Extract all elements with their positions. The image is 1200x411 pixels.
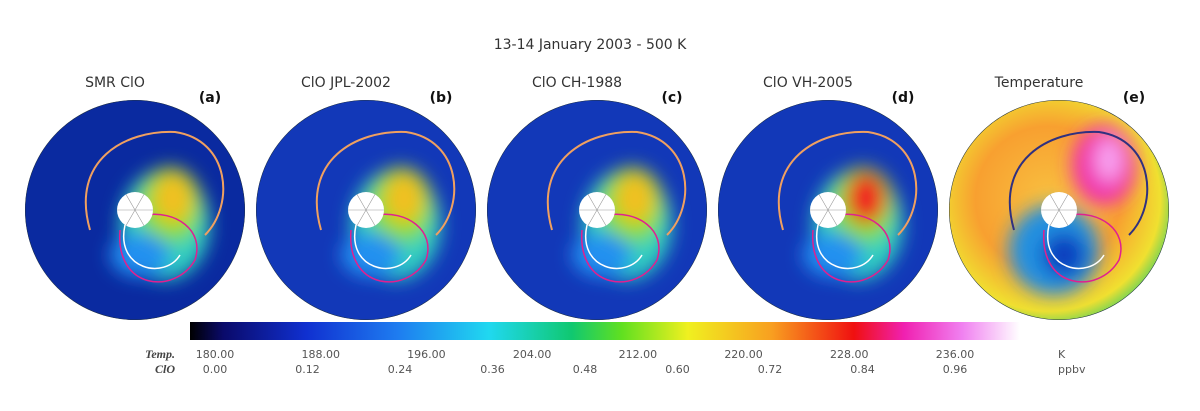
colorbar-tick-label: 228.00 — [830, 348, 869, 361]
meridian — [587, 209, 598, 226]
polar-map — [718, 100, 938, 320]
colorbar-tick-label: 0.48 — [573, 363, 598, 376]
colorbar-tick-label: 0.00 — [203, 363, 228, 376]
pv-contour — [119, 213, 198, 283]
meridian — [818, 209, 829, 226]
meridian — [365, 194, 376, 211]
panel-label: (b) — [430, 90, 453, 106]
panel-title: SMR ClO — [85, 75, 145, 91]
vortex-edge — [84, 130, 225, 236]
meridian — [1058, 209, 1069, 226]
meridian — [1049, 209, 1060, 226]
panel-label: (d) — [892, 90, 915, 106]
temp-contour — [122, 224, 181, 270]
clo-region — [384, 172, 424, 224]
vortex-edge — [777, 130, 918, 236]
colorbar — [190, 322, 1020, 340]
row-name: Temp. — [145, 347, 175, 361]
temp-contour — [1046, 224, 1105, 270]
temp-contour — [584, 224, 643, 270]
colorbar-tick-label: 0.84 — [850, 363, 875, 376]
colorbar-tick-label: 196.00 — [407, 348, 446, 361]
colorbar-tick-label: 0.60 — [665, 363, 690, 376]
clo-region — [153, 172, 193, 224]
figure-title: 13-14 January 2003 - 500 K — [494, 37, 687, 53]
meridian — [596, 209, 607, 226]
colorbar-tick-label: 0.96 — [943, 363, 968, 376]
clo-region — [615, 172, 655, 224]
meridian — [827, 194, 838, 211]
meridian — [827, 209, 838, 226]
panel-title: ClO VH-2005 — [763, 75, 853, 91]
meridian — [596, 194, 607, 211]
meridian — [125, 194, 136, 211]
temp-contour — [815, 224, 874, 270]
pv-contour — [581, 213, 660, 283]
temp-contour — [353, 224, 412, 270]
panel-label: (a) — [199, 90, 221, 106]
meridian — [134, 209, 145, 226]
vortex-edge — [546, 130, 687, 236]
panel-title: Temperature — [994, 75, 1084, 91]
colorbar-tick-label: 220.00 — [724, 348, 763, 361]
warm-core — [1095, 138, 1123, 182]
meridian — [356, 194, 367, 211]
colorbar-tick-label: 188.00 — [301, 348, 340, 361]
panel-label: (c) — [661, 90, 682, 106]
clo-region — [846, 172, 886, 224]
vortex-edge — [315, 130, 456, 236]
meridian — [134, 194, 145, 211]
panel-title: ClO CH-1988 — [532, 75, 622, 91]
meridian — [356, 209, 367, 226]
meridian — [365, 209, 376, 226]
meridian — [818, 194, 829, 211]
polar-map — [256, 100, 476, 320]
colorbar-tick-label: 236.00 — [936, 348, 975, 361]
meridian — [125, 209, 136, 226]
pv-contour — [350, 213, 429, 283]
pv-contour — [1043, 213, 1122, 283]
polar-map — [25, 100, 245, 320]
colorbar-tick-label: 0.36 — [480, 363, 505, 376]
meridian — [1049, 194, 1060, 211]
polar-map — [487, 100, 707, 320]
polar-map — [949, 100, 1169, 320]
colorbar-tick-label: 204.00 — [513, 348, 552, 361]
colorbar-tick-label: 0.72 — [758, 363, 783, 376]
cold-core — [1042, 233, 1086, 277]
row-name: ClO — [155, 362, 175, 376]
colorbar-tick-label: 0.24 — [388, 363, 413, 376]
row-unit: ppbv — [1058, 363, 1086, 376]
colorbar-tick-label: 180.00 — [196, 348, 235, 361]
vortex-edge — [1008, 130, 1149, 236]
meridian — [587, 194, 598, 211]
panel-title: ClO JPL-2002 — [301, 75, 391, 91]
pv-contour — [812, 213, 891, 283]
row-unit: K — [1058, 348, 1066, 361]
panel-label: (e) — [1123, 90, 1145, 106]
colorbar-tick-label: 212.00 — [619, 348, 658, 361]
colorbar-tick-label: 0.12 — [295, 363, 320, 376]
meridian — [1058, 194, 1069, 211]
